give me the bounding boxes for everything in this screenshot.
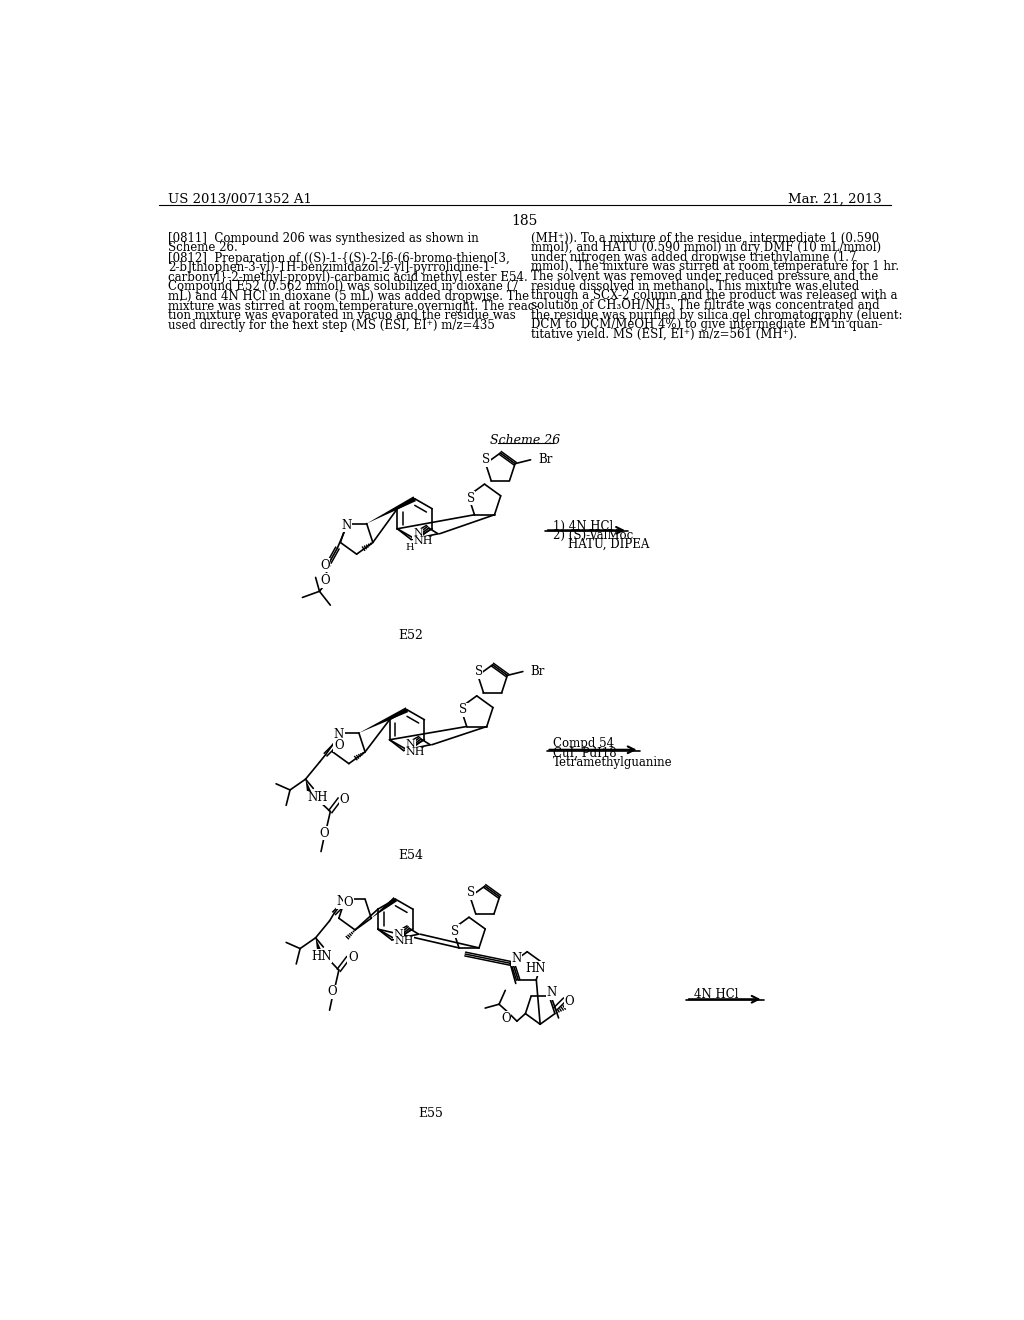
- Text: Mar. 21, 2013: Mar. 21, 2013: [787, 193, 882, 206]
- Text: O: O: [328, 985, 338, 998]
- Text: 185: 185: [512, 214, 538, 228]
- Text: CuI, PdI18: CuI, PdI18: [553, 747, 616, 760]
- Text: 1) 4N HCl: 1) 4N HCl: [553, 520, 613, 532]
- Text: HN: HN: [311, 950, 332, 962]
- Text: Tetramethylguanine: Tetramethylguanine: [553, 756, 673, 770]
- Text: under nitrogen was added dropwise triethylamine (1.7: under nitrogen was added dropwise trieth…: [531, 251, 856, 264]
- Text: HN: HN: [525, 962, 546, 975]
- Text: S: S: [451, 925, 459, 937]
- Text: S: S: [467, 887, 475, 899]
- Text: O: O: [348, 952, 357, 965]
- Text: (MH⁺)). To a mixture of the residue, intermediate 1 (0.590: (MH⁺)). To a mixture of the residue, int…: [531, 231, 880, 244]
- Text: 2-b]thiophen-3-yl)-1H-benzimidazol-2-yl]-pyrrolidine-1-: 2-b]thiophen-3-yl)-1H-benzimidazol-2-yl]…: [168, 261, 495, 275]
- Polygon shape: [367, 496, 416, 524]
- Text: N: N: [341, 519, 351, 532]
- Text: The solvent was removed under reduced pressure and the: The solvent was removed under reduced pr…: [531, 271, 879, 282]
- Text: N: N: [393, 929, 403, 939]
- Text: O: O: [321, 558, 330, 572]
- Text: N: N: [337, 895, 347, 908]
- Text: Scheme 26.: Scheme 26.: [168, 242, 238, 255]
- Text: N: N: [547, 986, 557, 999]
- Text: mixture was stirred at room temperature overnight. The reac-: mixture was stirred at room temperature …: [168, 300, 539, 313]
- Text: Compd 54: Compd 54: [553, 738, 613, 751]
- Text: mL) and 4N HCl in dioxane (5 mL) was added dropwise. The: mL) and 4N HCl in dioxane (5 mL) was add…: [168, 290, 529, 304]
- Text: Scheme 26: Scheme 26: [489, 434, 560, 447]
- Text: E54: E54: [398, 849, 423, 862]
- Text: 4N HCl: 4N HCl: [693, 989, 738, 1002]
- Text: S: S: [474, 665, 482, 678]
- Text: O: O: [334, 739, 344, 752]
- Text: the residue was purified by silica gel chromatography (eluent:: the residue was purified by silica gel c…: [531, 309, 902, 322]
- Polygon shape: [358, 708, 409, 733]
- Polygon shape: [315, 937, 322, 952]
- Text: Br: Br: [539, 453, 553, 466]
- Text: S: S: [482, 453, 490, 466]
- Text: titative yield. MS (ESI, EI⁺) m/z=561 (MH⁺).: titative yield. MS (ESI, EI⁺) m/z=561 (M…: [531, 327, 797, 341]
- Text: N: N: [406, 739, 415, 750]
- Text: O: O: [340, 793, 349, 805]
- Text: O: O: [319, 826, 329, 840]
- Text: mmol). The mixture was stirred at room temperature for 1 hr.: mmol). The mixture was stirred at room t…: [531, 260, 899, 273]
- Text: E52: E52: [398, 630, 423, 643]
- Text: used directly for the next step (MS (ESI, EI⁺) m/z=435: used directly for the next step (MS (ESI…: [168, 319, 496, 331]
- Text: O: O: [321, 574, 331, 587]
- Text: N: N: [413, 528, 423, 539]
- Text: US 2013/0071352 A1: US 2013/0071352 A1: [168, 193, 312, 206]
- Text: O: O: [502, 1011, 511, 1024]
- Text: NH: NH: [307, 791, 328, 804]
- Text: solution of CH₃OH/NH₃. The filtrate was concentrated and: solution of CH₃OH/NH₃. The filtrate was …: [531, 298, 880, 312]
- Text: carbonyl}-2-methyl-propyl)-carbamic acid methyl ester E54.: carbonyl}-2-methyl-propyl)-carbamic acid…: [168, 271, 528, 284]
- Text: N: N: [334, 729, 344, 741]
- Text: HATU, DIPEA: HATU, DIPEA: [553, 539, 649, 550]
- Text: mmol), and HATU (0.590 mmol) in dry DMF (10 mL/mmol): mmol), and HATU (0.590 mmol) in dry DMF …: [531, 242, 881, 255]
- Text: residue dissolved in methanol. This mixture was eluted: residue dissolved in methanol. This mixt…: [531, 280, 859, 293]
- Text: [0811]  Compound 206 was synthesized as shown in: [0811] Compound 206 was synthesized as s…: [168, 231, 479, 244]
- Text: Compound E52 (0.562 mmol) was solubilized in dioxane (7: Compound E52 (0.562 mmol) was solubilize…: [168, 280, 519, 293]
- Text: NH: NH: [414, 536, 433, 546]
- Text: 2) (S)-ValMoc: 2) (S)-ValMoc: [553, 529, 633, 541]
- Text: through a SCX-2 column and the product was released with a: through a SCX-2 column and the product w…: [531, 289, 897, 302]
- Text: [0812]  Preparation of ((S)-1-{(S)-2-[6-(6-bromo-thieno[3,: [0812] Preparation of ((S)-1-{(S)-2-[6-(…: [168, 252, 510, 264]
- Text: O: O: [343, 896, 353, 909]
- Text: S: S: [459, 704, 467, 717]
- Text: O: O: [564, 994, 574, 1007]
- Text: NH: NH: [394, 936, 414, 946]
- Text: DCM to DCM/MeOH 4%) to give intermediate EM in quan-: DCM to DCM/MeOH 4%) to give intermediate…: [531, 318, 883, 331]
- Text: N: N: [511, 952, 521, 965]
- Text: E55: E55: [418, 1106, 442, 1119]
- Text: S: S: [467, 491, 475, 504]
- Text: Br: Br: [530, 665, 545, 678]
- Text: NH: NH: [406, 747, 425, 758]
- Text: H: H: [406, 543, 414, 552]
- Polygon shape: [305, 779, 311, 793]
- Text: tion mixture was evaporated in vacuo and the residue was: tion mixture was evaporated in vacuo and…: [168, 309, 516, 322]
- Polygon shape: [372, 898, 397, 919]
